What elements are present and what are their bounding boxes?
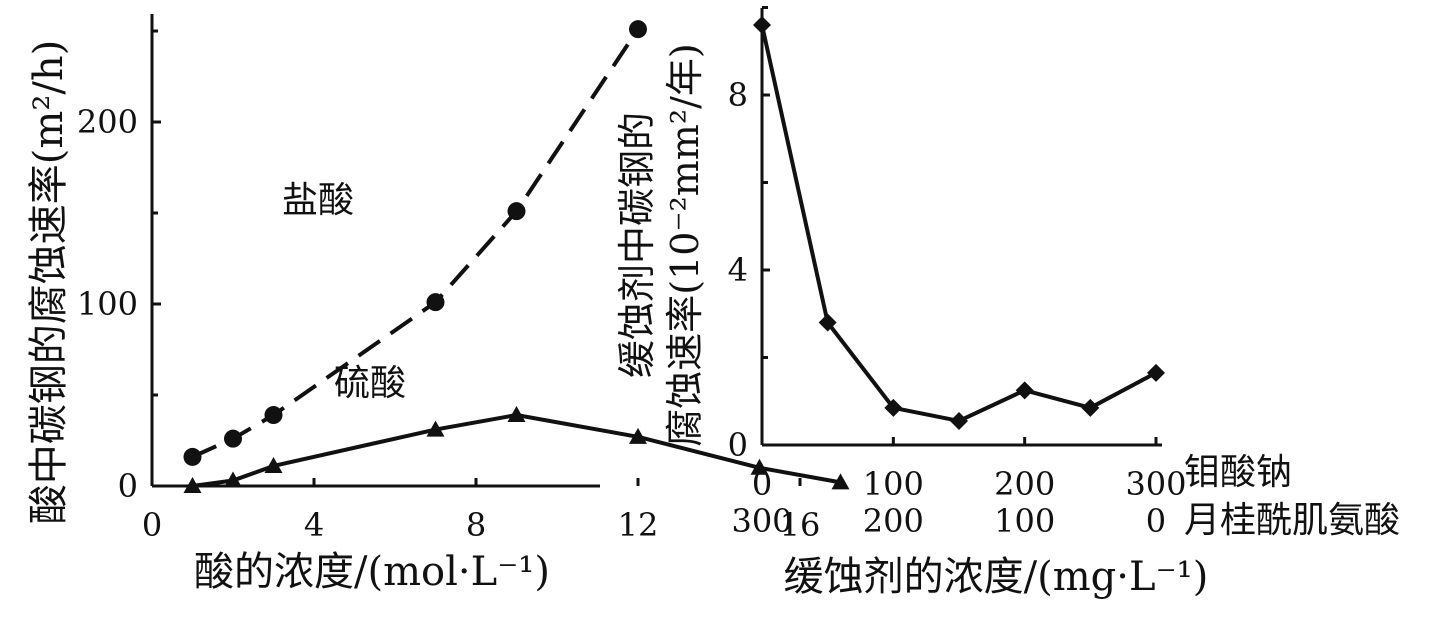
point-hcl	[183, 447, 202, 466]
left-series-label-h2so4: 硫酸	[334, 363, 406, 404]
point-h2so4	[426, 420, 445, 437]
right-x-tick-label: 200	[994, 465, 1055, 503]
right-y-tick-label: 0	[728, 426, 748, 464]
point-hcl	[629, 20, 647, 39]
right-x-tick-label-secondary: 300	[731, 502, 792, 540]
series-line-h2so4	[192, 413, 841, 488]
right-y-axis-label-line1: 缓蚀剂中碳钢的	[615, 112, 659, 378]
right-x-tick-label: 100	[863, 465, 924, 503]
series-line-hcl	[191, 28, 640, 459]
right-x-row-label-1: 钼酸钠	[1184, 452, 1292, 493]
right-x-axis-label: 缓蚀剂的浓度/(mg·L⁻¹)	[784, 554, 1209, 600]
left-x-tick-label: 12	[618, 506, 659, 544]
point-hcl	[264, 406, 283, 425]
point-h2so4	[750, 458, 769, 475]
right-x-tick-label-secondary: 0	[1146, 502, 1166, 540]
series-line-inhibitor	[760, 24, 1157, 423]
point-inhibitor	[1015, 381, 1034, 400]
point-inhibitor	[949, 411, 968, 430]
point-inhibitor	[818, 313, 837, 332]
left-series-label-hcl: 盐酸	[282, 180, 354, 221]
left-y-tick-label: 0	[118, 467, 138, 505]
point-hcl	[224, 429, 242, 448]
point-inhibitor	[884, 398, 903, 417]
point-h2so4	[264, 456, 283, 473]
left-x-tick-label: 0	[142, 506, 162, 544]
right-x-tick-label-secondary: 200	[863, 502, 924, 540]
point-hcl	[507, 202, 526, 221]
right-y-tick-label: 4	[728, 251, 748, 289]
point-inhibitor	[1146, 363, 1165, 382]
point-inhibitor	[753, 16, 771, 34]
point-h2so4	[831, 473, 850, 490]
right-y-tick-label: 8	[728, 76, 748, 114]
point-inhibitor	[1081, 398, 1100, 417]
point-h2so4	[224, 471, 242, 488]
right-x-tick-label: 0	[752, 465, 772, 503]
left-x-tick-label: 8	[466, 506, 486, 544]
left-y-axis-label: 酸中碳钢的腐蚀速率(m²/h)	[26, 40, 72, 524]
right-x-row-label-2: 月桂酰肌氨酸	[1184, 500, 1400, 541]
left-x-tick-label: 4	[304, 506, 324, 544]
point-hcl	[426, 293, 445, 312]
right-x-tick-label-secondary: 100	[994, 502, 1055, 540]
left-x-axis-label: 酸的浓度/(mol·L⁻¹)	[194, 549, 550, 595]
point-h2so4	[629, 427, 647, 444]
right-y-axis-label-line2: 腐蚀速率(10⁻²mm²/年)	[663, 43, 707, 446]
point-h2so4	[183, 477, 202, 493]
right-x-tick-label: 300	[1125, 465, 1186, 503]
point-h2so4	[507, 406, 526, 423]
left-x-tick-label: 16	[780, 506, 821, 544]
left-y-tick-label: 100	[77, 285, 138, 323]
left-y-tick-label: 200	[77, 103, 138, 141]
